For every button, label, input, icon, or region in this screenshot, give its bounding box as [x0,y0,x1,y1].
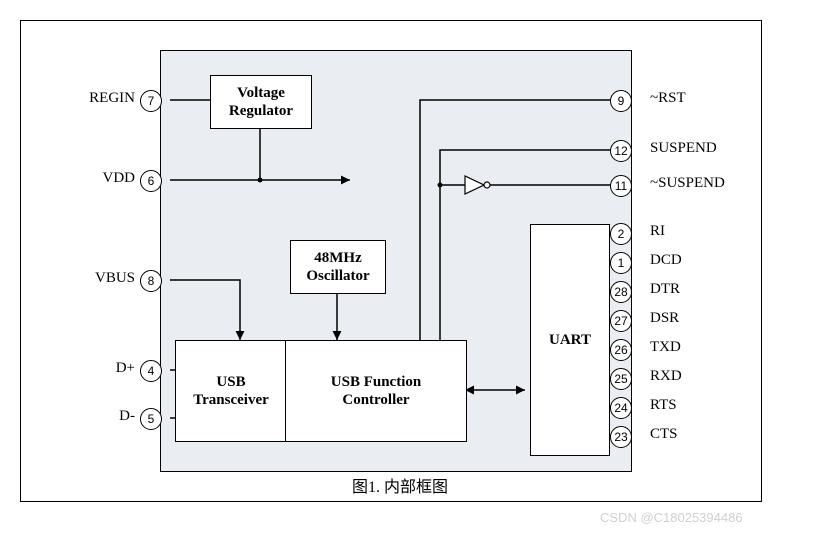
pin-8: 8 [140,270,162,292]
pin-2: 2 [610,223,632,245]
pin-24-label: RTS [650,397,677,414]
pin-12-label: SUSPEND [650,140,717,157]
pin-7-label: REGIN [40,90,135,107]
pin-27-label: DSR [650,310,679,327]
block-xcvr: USB Transceiver [175,340,287,442]
pin-5-label: D- [40,408,135,425]
pin-6-label: VDD [40,170,135,187]
pin-23-number: 23 [614,430,627,444]
pin-9-number: 9 [618,94,625,108]
pin-23-label: CTS [650,426,678,443]
pin-6-number: 6 [148,174,155,188]
pin-8-label: VBUS [40,270,135,287]
pin-26: 26 [610,339,632,361]
pin-25-number: 25 [614,372,627,386]
pin-2-label: RI [650,223,665,240]
pin-11-number: 11 [615,179,627,193]
figure-caption: 图1. 内部框图 [310,473,490,495]
block-vreg-label: Voltage Regulator [229,84,293,120]
pin-9-label: ~RST [650,90,686,107]
pin-5-number: 5 [148,412,155,426]
pin-24: 24 [610,397,632,419]
pin-28-number: 28 [614,285,627,299]
pin-8-number: 8 [148,274,155,288]
pin-27-number: 27 [614,314,627,328]
block-osc-label: 48MHz Oscillator [306,249,369,285]
watermark: CSDN @C18025394486 [600,510,743,525]
pin-11-label: ~SUSPEND [650,175,725,192]
pin-25-label: RXD [650,368,682,385]
pin-4: 4 [140,360,162,382]
block-vreg: Voltage Regulator [210,75,312,129]
pin-7: 7 [140,90,162,112]
block-ufc: USB Function Controller [285,340,467,442]
block-xcvr-label: USB Transceiver [193,373,269,409]
pin-28-label: DTR [650,281,680,298]
pin-4-number: 4 [148,364,155,378]
block-uart-label: UART [549,331,591,349]
pin-5: 5 [140,408,162,430]
pin-12: 12 [610,140,632,162]
pin-23: 23 [610,426,632,448]
pin-7-number: 7 [148,94,155,108]
block-uart: UART [530,224,610,456]
pin-26-label: TXD [650,339,681,356]
pin-25: 25 [610,368,632,390]
pin-6: 6 [140,170,162,192]
pin-1-label: DCD [650,252,682,269]
pin-2-number: 2 [618,227,625,241]
pin-1-number: 1 [618,256,625,270]
block-ufc-label: USB Function Controller [331,373,421,409]
pin-12-number: 12 [614,144,627,158]
pin-28: 28 [610,281,632,303]
pin-1: 1 [610,252,632,274]
pin-26-number: 26 [614,343,627,357]
pin-24-number: 24 [614,401,627,415]
pin-4-label: D+ [40,360,135,377]
block-osc: 48MHz Oscillator [290,240,386,294]
pin-9: 9 [610,90,632,112]
pin-27: 27 [610,310,632,332]
pin-11: 11 [610,175,632,197]
